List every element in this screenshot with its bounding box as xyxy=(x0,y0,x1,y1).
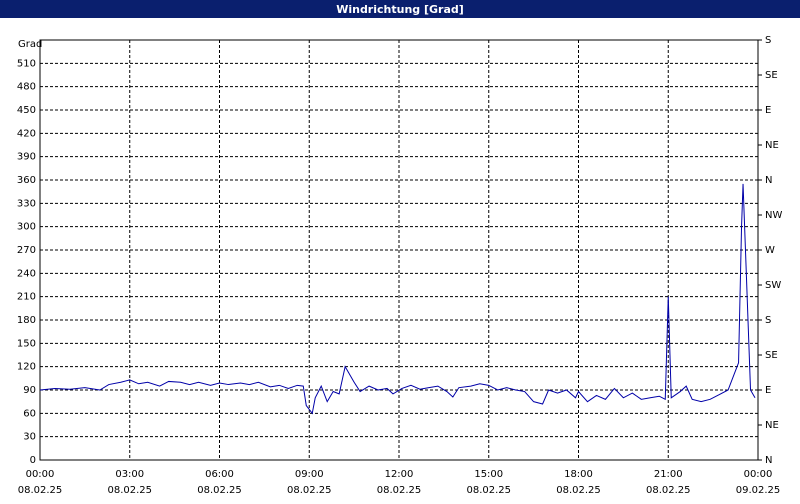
x-tick-date: 08.02.25 xyxy=(377,485,422,496)
x-tick-label: 18:00 xyxy=(564,469,593,480)
y-tick-label: 210 xyxy=(17,292,36,303)
y-tick-label: 60 xyxy=(23,408,36,419)
title-bar xyxy=(0,0,800,18)
x-tick-label: 00:00 xyxy=(26,469,55,480)
y2-tick-label: NE xyxy=(765,420,779,431)
y-tick-label: 510 xyxy=(17,58,36,69)
x-tick-label: 21:00 xyxy=(654,469,683,480)
y2-tick-label: S xyxy=(765,315,771,326)
x-tick-date: 08.02.25 xyxy=(556,485,601,496)
y2-tick-label: W xyxy=(765,245,775,256)
y-axis-label: Grad xyxy=(18,39,42,50)
x-tick-date: 08.02.25 xyxy=(287,485,332,496)
x-tick-label: 09:00 xyxy=(295,469,324,480)
y-tick-label: 0 xyxy=(30,455,36,466)
y-tick-label: 480 xyxy=(17,82,36,93)
y2-tick-label: SE xyxy=(765,70,778,81)
chart-title: Windrichtung [Grad] xyxy=(336,3,464,16)
x-tick-date: 08.02.25 xyxy=(197,485,242,496)
x-tick-label: 06:00 xyxy=(205,469,234,480)
y-tick-label: 30 xyxy=(23,432,36,443)
x-tick-date: 08.02.25 xyxy=(646,485,691,496)
y-tick-label: 90 xyxy=(23,385,36,396)
x-tick-label: 00:00 xyxy=(744,469,773,480)
y-tick-label: 240 xyxy=(17,268,36,279)
y-tick-label: 360 xyxy=(17,175,36,186)
x-tick-date: 09.02.25 xyxy=(736,485,781,496)
x-tick-date: 08.02.25 xyxy=(107,485,152,496)
y2-tick-label: E xyxy=(765,385,771,396)
x-tick-date: 08.02.25 xyxy=(466,485,511,496)
y2-tick-label: NE xyxy=(765,140,779,151)
x-tick-label: 15:00 xyxy=(474,469,503,480)
y-tick-label: 270 xyxy=(17,245,36,256)
y2-tick-label: S xyxy=(765,35,771,46)
x-tick-date: 08.02.25 xyxy=(18,485,63,496)
y2-tick-label: SW xyxy=(765,280,781,291)
y-tick-label: 450 xyxy=(17,105,36,116)
y2-tick-label: NW xyxy=(765,210,782,221)
y2-tick-label: N xyxy=(765,455,772,466)
y2-tick-label: SE xyxy=(765,350,778,361)
y-tick-label: 150 xyxy=(17,338,36,349)
x-tick-label: 03:00 xyxy=(115,469,144,480)
y-tick-label: 300 xyxy=(17,222,36,233)
y-tick-label: 180 xyxy=(17,315,36,326)
y2-tick-label: E xyxy=(765,105,771,116)
y-tick-label: 390 xyxy=(17,152,36,163)
y-tick-label: 120 xyxy=(17,362,36,373)
y2-tick-label: N xyxy=(765,175,772,186)
y-tick-label: 330 xyxy=(17,198,36,209)
x-tick-label: 12:00 xyxy=(385,469,414,480)
line-series xyxy=(39,183,756,415)
y-tick-label: 420 xyxy=(17,128,36,139)
